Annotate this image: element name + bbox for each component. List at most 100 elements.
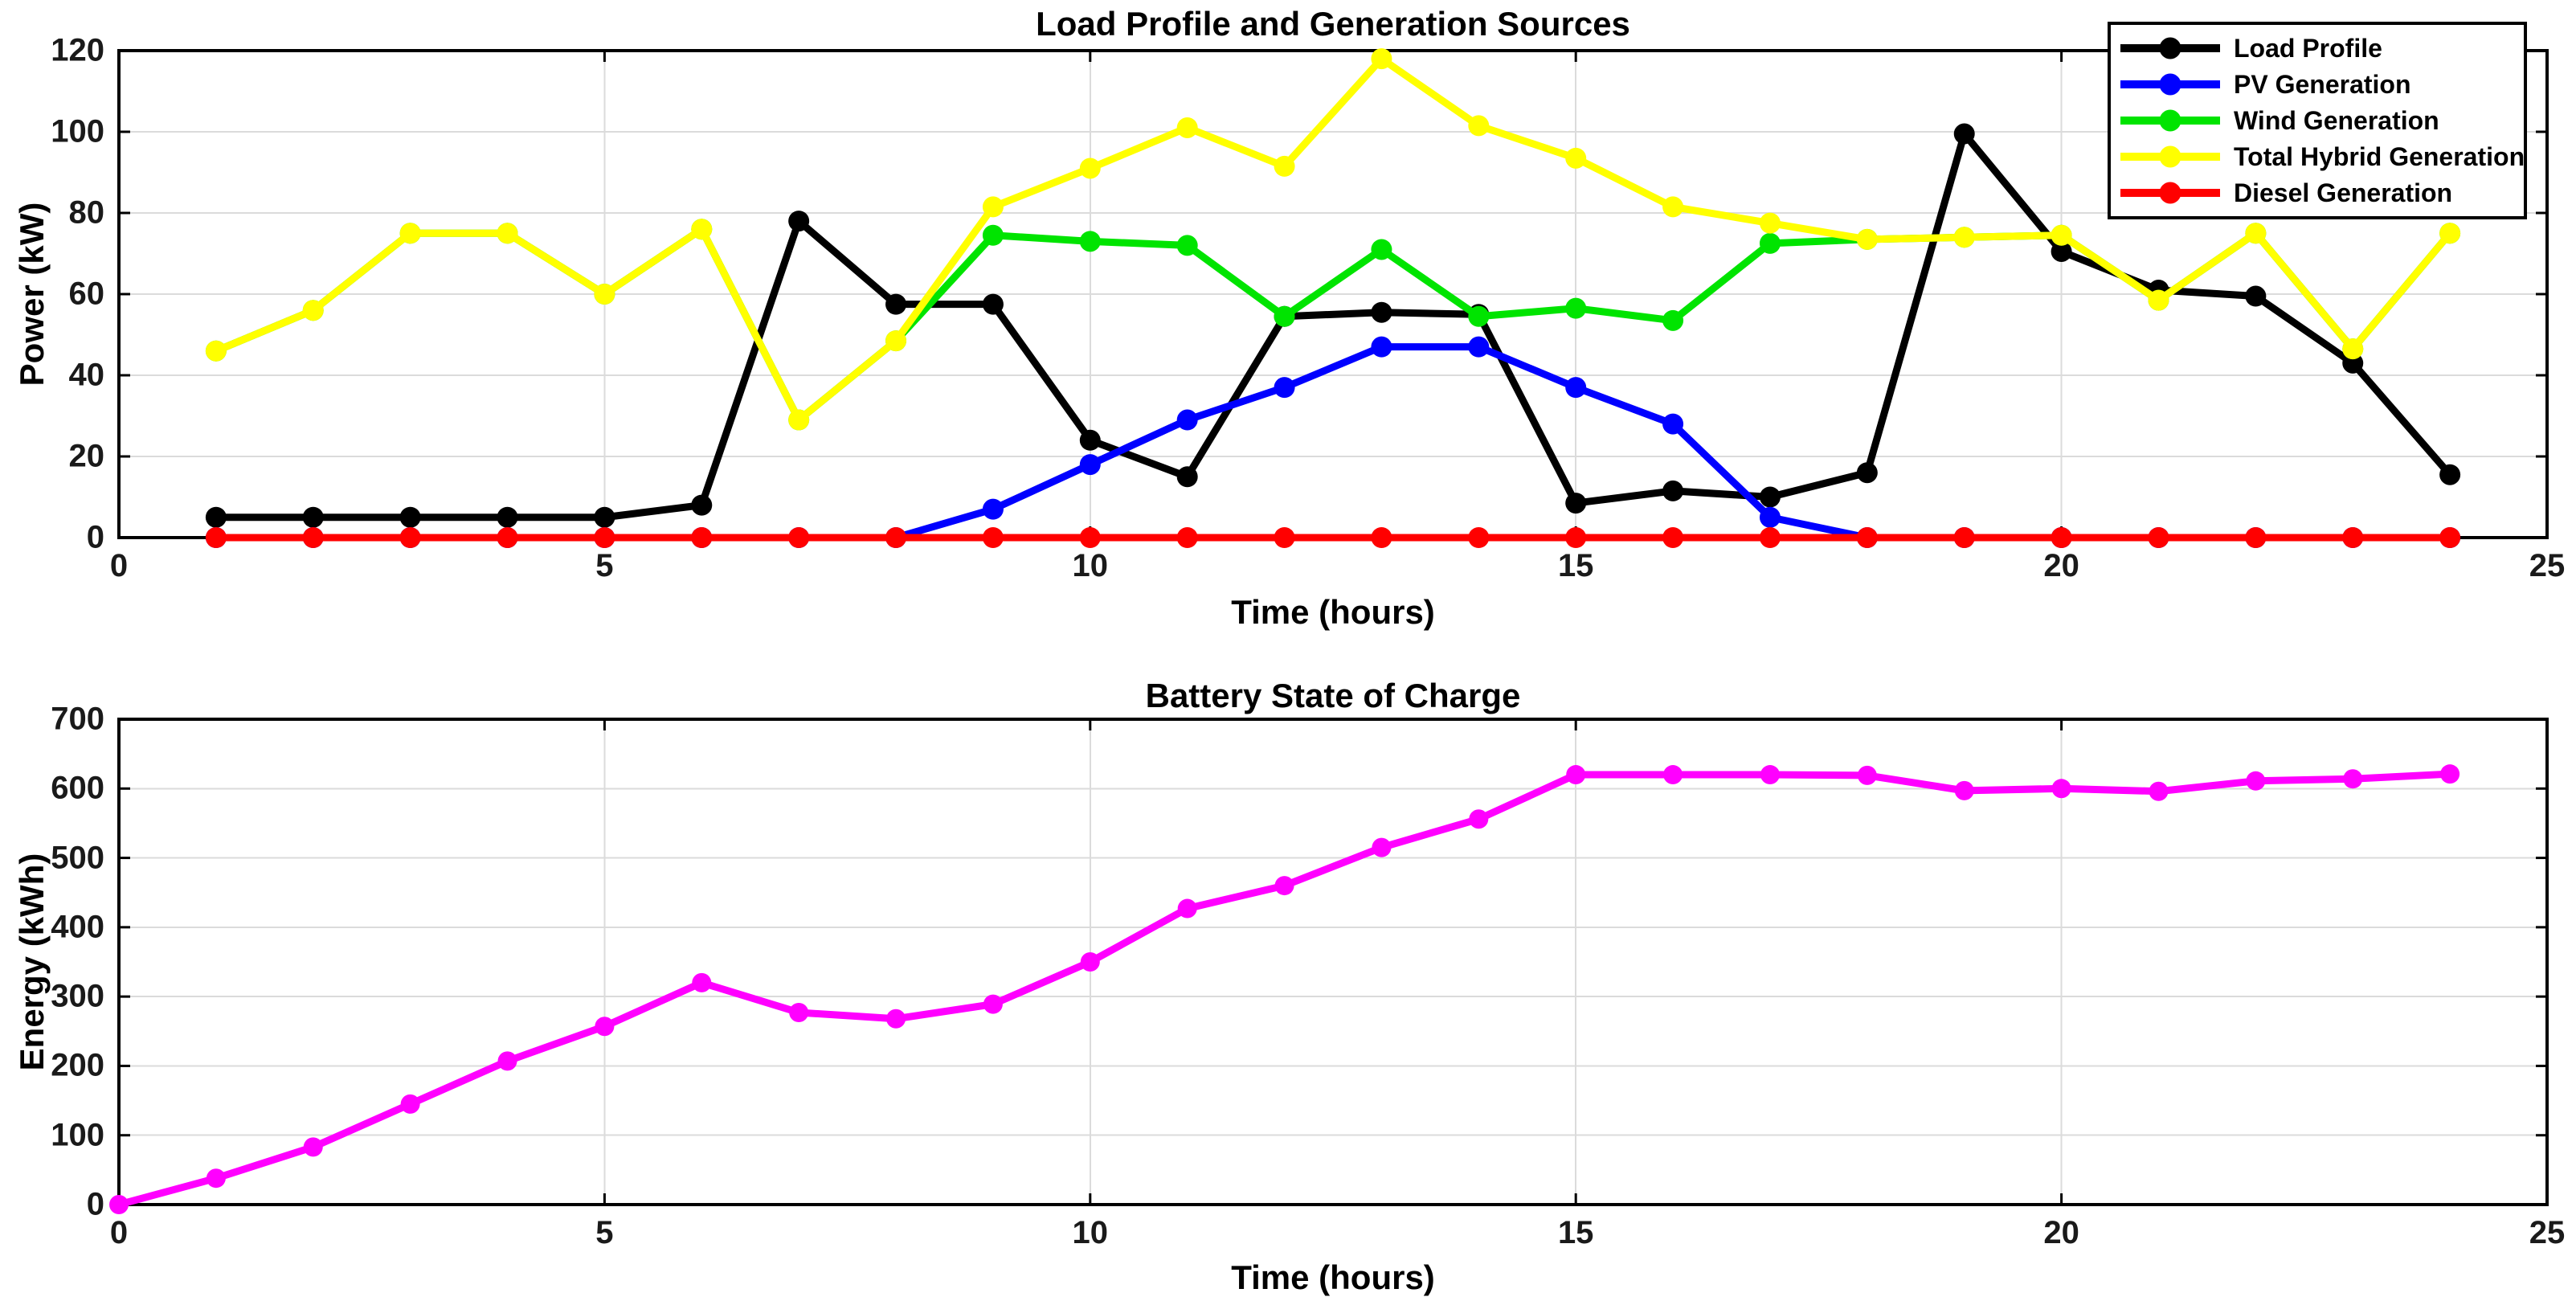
y-tick-label: 40 bbox=[68, 357, 105, 393]
data-point-marker bbox=[1274, 876, 1294, 896]
series-line-battery-state-of-charge bbox=[115, 770, 2454, 1209]
data-point-marker bbox=[1759, 232, 1781, 254]
x-tick-label: 10 bbox=[1072, 1215, 1109, 1250]
data-point-marker bbox=[1566, 765, 1586, 785]
data-point-marker bbox=[1759, 506, 1781, 528]
data-point-marker bbox=[2245, 527, 2267, 548]
y-tick-label: 20 bbox=[68, 438, 105, 474]
data-point-marker bbox=[205, 527, 227, 548]
data-point-marker bbox=[497, 506, 518, 528]
data-point-marker bbox=[2439, 527, 2461, 548]
legend-entry-load-profile: Load Profile bbox=[2120, 35, 2524, 61]
data-point-marker bbox=[1565, 147, 1587, 169]
data-point-marker bbox=[1080, 952, 1100, 972]
data-point-marker bbox=[2342, 338, 2364, 360]
data-point-marker bbox=[2342, 527, 2364, 548]
data-point-marker bbox=[302, 300, 324, 321]
data-point-marker bbox=[1662, 527, 1684, 548]
x-tick-label: 0 bbox=[109, 548, 129, 583]
x-tick-label: 5 bbox=[595, 548, 614, 583]
x-tick-label: 0 bbox=[109, 1215, 129, 1250]
data-point-marker bbox=[302, 506, 324, 528]
data-point-marker bbox=[1760, 765, 1780, 785]
top-chart-xlabel: Time (hours) bbox=[1231, 593, 1435, 631]
legend-label: Wind Generation bbox=[2234, 106, 2439, 135]
data-point-marker bbox=[1565, 297, 1587, 319]
data-point-marker bbox=[2051, 527, 2072, 548]
y-tick-label: 120 bbox=[51, 32, 104, 68]
data-point-marker bbox=[1176, 527, 1198, 548]
data-point-marker bbox=[1274, 377, 1295, 399]
bottom-chart-axes-box bbox=[117, 718, 2549, 1206]
legend-line-sample-icon bbox=[2120, 73, 2220, 96]
data-point-marker bbox=[1662, 196, 1684, 218]
data-point-marker bbox=[2051, 779, 2071, 799]
legend-entry-wind-generation: Wind Generation bbox=[2120, 108, 2524, 133]
x-tick-label: 10 bbox=[1072, 548, 1109, 583]
data-point-marker bbox=[1565, 377, 1587, 399]
legend-label: Load Profile bbox=[2234, 34, 2382, 63]
data-point-marker bbox=[1371, 301, 1392, 323]
data-point-marker bbox=[1079, 158, 1101, 179]
bottom-chart-xlabel: Time (hours) bbox=[1231, 1258, 1435, 1296]
data-point-marker bbox=[399, 527, 421, 548]
data-point-marker bbox=[1176, 235, 1198, 256]
top-chart-title: Load Profile and Generation Sources bbox=[1036, 5, 1630, 43]
data-point-marker bbox=[1468, 115, 1490, 137]
data-point-marker bbox=[2245, 223, 2267, 244]
data-point-marker bbox=[497, 223, 518, 244]
data-point-marker bbox=[400, 1094, 420, 1114]
x-tick-label: 20 bbox=[2043, 548, 2079, 583]
data-point-marker bbox=[302, 527, 324, 548]
data-point-marker bbox=[399, 506, 421, 528]
data-point-marker bbox=[1371, 239, 1392, 260]
data-point-marker bbox=[1857, 765, 1877, 785]
data-point-marker bbox=[982, 196, 1004, 218]
data-point-marker bbox=[1759, 212, 1781, 234]
data-point-marker bbox=[982, 224, 1004, 246]
data-point-marker bbox=[886, 1009, 906, 1029]
data-point-marker bbox=[1176, 117, 1198, 138]
data-point-marker bbox=[497, 527, 518, 548]
data-point-marker bbox=[692, 972, 712, 992]
data-point-marker bbox=[982, 527, 1004, 548]
series-markers-battery-state-of-charge bbox=[109, 764, 2460, 1214]
data-point-marker bbox=[1759, 486, 1781, 508]
data-point-marker bbox=[1954, 780, 1974, 800]
y-tick-label: 400 bbox=[51, 909, 104, 945]
data-point-marker bbox=[1371, 336, 1392, 358]
data-point-marker bbox=[885, 527, 907, 548]
data-point-marker bbox=[1953, 527, 1975, 548]
data-point-marker bbox=[1176, 409, 1198, 431]
data-point-marker bbox=[2246, 771, 2266, 791]
data-point-marker bbox=[1468, 336, 1490, 358]
data-point-marker bbox=[1371, 48, 1392, 70]
data-point-marker bbox=[691, 494, 713, 516]
series-line-load-profile bbox=[212, 130, 2454, 522]
top-chart-ylabel: Power (kW) bbox=[13, 202, 51, 387]
data-point-marker bbox=[1662, 480, 1684, 501]
data-point-marker bbox=[982, 498, 1004, 520]
data-point-marker bbox=[1662, 309, 1684, 331]
y-tick-label: 700 bbox=[51, 701, 104, 737]
data-point-marker bbox=[2148, 289, 2169, 311]
data-point-marker bbox=[1663, 765, 1683, 785]
data-point-marker bbox=[2051, 240, 2072, 262]
data-point-marker bbox=[1079, 454, 1101, 476]
legend-box: Load Profile PV Generation Wind Generati… bbox=[2108, 22, 2527, 219]
data-point-marker bbox=[1469, 809, 1489, 829]
bottom-chart-ylabel: Energy (kWh) bbox=[13, 853, 51, 1071]
legend-line-sample-icon bbox=[2120, 145, 2220, 168]
legend-label: Diesel Generation bbox=[2234, 178, 2453, 207]
data-point-marker bbox=[595, 1017, 615, 1037]
x-tick-label: 25 bbox=[2529, 1215, 2566, 1250]
data-point-marker bbox=[1565, 527, 1587, 548]
y-tick-label: 600 bbox=[51, 770, 104, 806]
y-tick-label: 100 bbox=[51, 1117, 104, 1153]
data-point-marker bbox=[1662, 413, 1684, 435]
data-point-marker bbox=[1468, 305, 1490, 327]
data-point-marker bbox=[1176, 466, 1198, 488]
data-point-marker bbox=[1856, 462, 1878, 484]
data-point-marker bbox=[885, 293, 907, 315]
data-point-marker bbox=[2051, 224, 2072, 246]
